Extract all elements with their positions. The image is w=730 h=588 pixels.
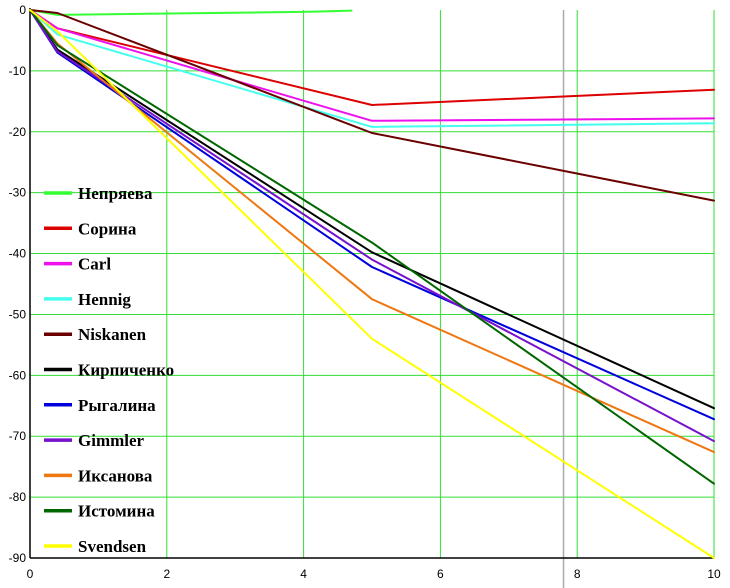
legend-label-9: Истомина [78,502,155,521]
legend-label-0: Непряева [78,184,153,203]
y-tick-label: -70 [9,429,27,443]
y-tick-label: -80 [9,490,27,504]
legend-label-6: Рыгалина [78,396,156,415]
legend: Непряева Сорина Carl Hennig Niskanen Кирпичен… [44,184,174,556]
y-tick-label: -50 [9,307,27,321]
axes [29,8,714,559]
legend-label-7: Gimmler [78,431,145,450]
legend-label-8: Иксанова [78,466,153,485]
x-tick-label: 6 [437,567,444,581]
x-axis-ticks: 0 2 4 6 8 10 [27,567,721,581]
y-tick-label: -90 [9,551,27,565]
x-tick-label: 10 [707,567,721,581]
series-line-2 [29,9,715,122]
legend-label-4: Niskanen [78,325,147,344]
series-line-7 [29,9,715,443]
y-tick-label: -60 [9,368,27,382]
series-line-10 [29,9,715,559]
y-tick-label: 0 [19,3,26,17]
series-line-9 [29,9,715,485]
legend-label-2: Carl [78,255,111,274]
y-tick-label: -30 [9,186,27,200]
y-tick-label: -10 [9,64,27,78]
y-tick-label: -40 [9,247,27,261]
y-tick-label: -20 [9,125,27,139]
y-axis-ticks: 0 -10 -20 -30 -40 -50 -60 -70 -80 -90 [9,3,27,565]
legend-label-1: Сорина [78,219,137,238]
legend-label-5: Кирпиченко [78,361,174,380]
x-tick-label: 8 [574,567,581,581]
legend-label-10: Svendsen [78,537,147,556]
series-group [29,9,715,559]
x-tick-label: 2 [163,567,170,581]
legend-label-3: Hennig [78,290,131,309]
x-tick-label: 4 [300,567,307,581]
series-line-3 [29,9,715,128]
series-line-4 [29,9,715,202]
x-tick-label: 0 [27,567,34,581]
